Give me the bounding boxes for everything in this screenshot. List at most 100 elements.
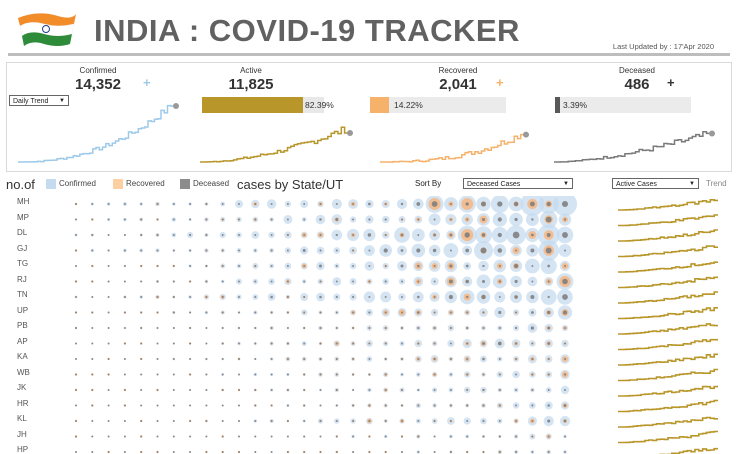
bubble-cell[interactable] (107, 389, 110, 391)
bubble-cell[interactable] (107, 249, 110, 252)
bubble-cell[interactable] (383, 419, 388, 423)
bubble-cell[interactable] (415, 418, 421, 424)
bubble-cell[interactable] (75, 265, 77, 267)
bubble-cell[interactable] (396, 198, 408, 210)
bubble-cell[interactable] (526, 244, 539, 257)
bubble-cell[interactable] (447, 309, 455, 316)
bubble-cell[interactable] (300, 246, 309, 255)
bubble-cell[interactable] (236, 278, 242, 285)
bubble-cell[interactable] (559, 260, 571, 272)
bubble-cell[interactable] (156, 388, 159, 392)
bubble-cell[interactable] (333, 293, 341, 301)
bubble-cell[interactable] (238, 373, 240, 376)
bubble-cell[interactable] (188, 202, 192, 206)
bubble-cell[interactable] (474, 241, 493, 260)
bubble-cell[interactable] (366, 325, 373, 331)
bubble-cell[interactable] (189, 435, 192, 438)
bubble-cell[interactable] (465, 325, 470, 331)
bubble-cell[interactable] (430, 308, 439, 317)
bubble-cell[interactable] (156, 404, 159, 407)
bubble-cell[interactable] (400, 357, 404, 361)
bubble-cell[interactable] (238, 404, 240, 407)
bubble-cell[interactable] (563, 450, 567, 454)
bubble-cell[interactable] (237, 326, 241, 330)
bubble-cell[interactable] (155, 232, 160, 238)
bubble-cell[interactable] (335, 435, 338, 438)
bubble-cell[interactable] (172, 264, 175, 268)
bubble-cell[interactable] (367, 387, 372, 393)
bubble-cell[interactable] (286, 311, 290, 314)
bubble-cell[interactable] (317, 418, 324, 424)
bubble-cell[interactable] (512, 309, 520, 316)
bubble-cell[interactable] (559, 415, 571, 427)
bubble-cell[interactable] (107, 404, 110, 407)
bubble-cell[interactable] (367, 403, 372, 408)
bubble-cell[interactable] (458, 196, 476, 213)
bubble-cell[interactable] (317, 200, 324, 208)
bubble-cell[interactable] (270, 451, 273, 453)
bubble-cell[interactable] (300, 292, 309, 302)
bubble-cell[interactable] (139, 202, 143, 206)
bubble-cell[interactable] (528, 308, 537, 317)
bubble-cell[interactable] (365, 199, 374, 209)
bubble-cell[interactable] (269, 341, 274, 346)
bubble-cell[interactable] (513, 325, 520, 331)
bubble-cell[interactable] (220, 248, 225, 253)
bubble-cell[interactable] (139, 233, 143, 237)
bubble-cell[interactable] (478, 260, 489, 272)
bubble-cell[interactable] (252, 216, 259, 223)
bubble-cell[interactable] (91, 451, 94, 453)
bubble-cell[interactable] (527, 323, 538, 333)
bubble-cell[interactable] (509, 212, 523, 227)
bubble-cell[interactable] (543, 307, 554, 318)
bubble-cell[interactable] (140, 435, 143, 438)
bubble-cell[interactable] (508, 196, 524, 212)
bubble-cell[interactable] (537, 224, 560, 246)
bubble-cell[interactable] (123, 388, 127, 392)
bubble-cell[interactable] (172, 404, 175, 407)
bubble-cell[interactable] (318, 310, 323, 315)
bubble-cell[interactable] (237, 419, 241, 423)
bubble-cell[interactable] (351, 373, 355, 376)
bubble-cell[interactable] (529, 371, 536, 378)
bubble-cell[interactable] (91, 358, 94, 360)
bubble-cell[interactable] (140, 450, 143, 454)
trend-metric-select[interactable]: Active Cases ▼ (612, 178, 699, 189)
bubble-cell[interactable] (544, 355, 553, 363)
bubble-cell[interactable] (335, 404, 339, 407)
bubble-cell[interactable] (204, 279, 209, 284)
bubble-cell[interactable] (465, 403, 470, 408)
bubble-cell[interactable] (526, 290, 539, 304)
bubble-cell[interactable] (221, 373, 225, 376)
bubble-cell[interactable] (300, 262, 308, 270)
bubble-cell[interactable] (319, 435, 322, 438)
bubble-cell[interactable] (107, 450, 110, 454)
bubble-cell[interactable] (172, 420, 175, 422)
bubble-cell[interactable] (493, 244, 507, 257)
bubble-cell[interactable] (156, 327, 159, 329)
bubble-cell[interactable] (318, 341, 323, 346)
bubble-cell[interactable] (496, 402, 503, 409)
bubble-cell[interactable] (236, 294, 242, 300)
bubble-cell[interactable] (560, 369, 570, 380)
daily-trend-select[interactable]: Daily Trend ▼ (9, 95, 69, 106)
bubble-cell[interactable] (414, 215, 423, 224)
bubble-cell[interactable] (368, 435, 371, 438)
bubble-cell[interactable] (123, 435, 126, 438)
bubble-cell[interactable] (463, 386, 471, 394)
bubble-cell[interactable] (302, 435, 306, 438)
bubble-cell[interactable] (448, 403, 453, 408)
bubble-cell[interactable] (511, 339, 521, 348)
bubble-cell[interactable] (381, 308, 390, 317)
bubble-cell[interactable] (398, 278, 406, 285)
bubble-cell[interactable] (445, 213, 457, 226)
bubble-cell[interactable] (560, 385, 570, 395)
bubble-cell[interactable] (557, 305, 573, 320)
bubble-cell[interactable] (107, 296, 110, 298)
bubble-cell[interactable] (544, 339, 553, 348)
bubble-cell[interactable] (302, 419, 306, 423)
bubble-cell[interactable] (140, 373, 143, 376)
bubble-cell[interactable] (74, 388, 78, 392)
bubble-cell[interactable] (301, 340, 307, 347)
bubble-cell[interactable] (236, 216, 242, 223)
